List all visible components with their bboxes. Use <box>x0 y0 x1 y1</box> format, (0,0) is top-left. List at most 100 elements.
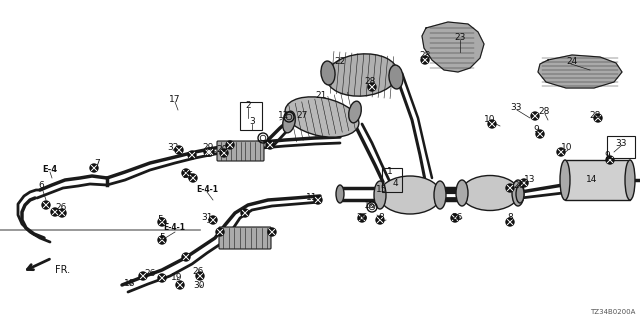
Text: 18: 18 <box>124 278 136 287</box>
Ellipse shape <box>336 185 344 203</box>
Text: 33: 33 <box>510 103 522 113</box>
Text: 26: 26 <box>513 180 525 189</box>
Text: 10: 10 <box>561 143 573 153</box>
Text: 8: 8 <box>378 213 384 222</box>
Circle shape <box>51 208 59 216</box>
Text: 26: 26 <box>192 268 204 276</box>
Circle shape <box>314 196 322 204</box>
Circle shape <box>531 112 539 120</box>
Circle shape <box>90 164 98 172</box>
Circle shape <box>209 216 217 224</box>
Text: 17: 17 <box>169 95 180 105</box>
Circle shape <box>139 272 147 280</box>
Circle shape <box>42 201 50 209</box>
Text: 5: 5 <box>159 234 165 243</box>
Text: 12: 12 <box>278 110 290 119</box>
Ellipse shape <box>374 181 386 209</box>
Text: 24: 24 <box>566 58 578 67</box>
Circle shape <box>188 151 196 159</box>
Text: 25: 25 <box>182 171 194 180</box>
Circle shape <box>268 228 276 236</box>
Text: 29: 29 <box>202 143 214 153</box>
Ellipse shape <box>625 160 635 200</box>
FancyBboxPatch shape <box>217 141 264 161</box>
Circle shape <box>368 83 376 91</box>
Circle shape <box>158 236 166 244</box>
Circle shape <box>506 218 514 226</box>
Circle shape <box>488 120 496 128</box>
Circle shape <box>358 214 366 222</box>
FancyBboxPatch shape <box>219 227 271 249</box>
Text: FR.: FR. <box>56 265 70 275</box>
Text: 2: 2 <box>245 101 251 110</box>
Circle shape <box>206 148 214 156</box>
Text: 19: 19 <box>172 273 183 282</box>
Text: 15: 15 <box>376 186 388 195</box>
Ellipse shape <box>321 61 335 85</box>
Text: 26: 26 <box>451 213 463 222</box>
Text: 33: 33 <box>615 139 627 148</box>
Text: 28: 28 <box>419 51 431 60</box>
Circle shape <box>421 56 429 64</box>
Circle shape <box>266 141 274 149</box>
Ellipse shape <box>560 160 570 200</box>
Text: TZ34B0200A: TZ34B0200A <box>589 309 635 315</box>
Ellipse shape <box>434 181 446 209</box>
Bar <box>240 102 262 130</box>
Text: 30: 30 <box>193 281 205 290</box>
Ellipse shape <box>516 185 524 203</box>
Circle shape <box>182 169 190 177</box>
Circle shape <box>175 146 183 154</box>
Text: 21: 21 <box>316 91 326 100</box>
Text: 22: 22 <box>334 58 346 67</box>
Circle shape <box>196 272 204 280</box>
Circle shape <box>204 148 212 156</box>
Text: 11: 11 <box>307 194 317 203</box>
Text: 5: 5 <box>157 215 163 225</box>
Bar <box>607 136 635 158</box>
Circle shape <box>189 174 197 182</box>
Circle shape <box>158 274 166 282</box>
Ellipse shape <box>326 54 398 96</box>
Text: 20: 20 <box>216 146 228 155</box>
Circle shape <box>241 209 249 217</box>
Ellipse shape <box>512 180 524 206</box>
Circle shape <box>176 281 184 289</box>
Text: 28: 28 <box>364 77 376 86</box>
Text: 28: 28 <box>589 110 601 119</box>
Circle shape <box>520 179 528 187</box>
Circle shape <box>506 184 514 192</box>
Ellipse shape <box>389 65 403 89</box>
Text: 26: 26 <box>144 268 156 277</box>
Text: 6: 6 <box>38 180 44 189</box>
Ellipse shape <box>349 101 362 123</box>
Ellipse shape <box>456 180 468 206</box>
Text: 10: 10 <box>484 116 496 124</box>
Ellipse shape <box>285 97 359 137</box>
Ellipse shape <box>283 111 295 133</box>
Ellipse shape <box>461 175 519 211</box>
Text: 9: 9 <box>604 150 610 159</box>
Text: 9: 9 <box>533 125 539 134</box>
Text: 8: 8 <box>507 213 513 222</box>
Text: 26: 26 <box>356 213 368 222</box>
Text: 1: 1 <box>387 167 393 177</box>
Text: 26: 26 <box>55 204 67 212</box>
Text: E-4-1: E-4-1 <box>163 223 185 233</box>
Text: E-4-1: E-4-1 <box>196 186 218 195</box>
Text: 3: 3 <box>249 116 255 125</box>
Bar <box>382 168 402 192</box>
Circle shape <box>226 141 234 149</box>
Circle shape <box>594 114 602 122</box>
Text: E-4: E-4 <box>42 165 58 174</box>
Polygon shape <box>538 55 622 88</box>
Circle shape <box>606 156 614 164</box>
Text: 7: 7 <box>94 158 100 167</box>
Circle shape <box>58 209 66 217</box>
Circle shape <box>557 148 565 156</box>
Text: 16: 16 <box>364 201 376 210</box>
Text: 28: 28 <box>538 108 550 116</box>
Circle shape <box>376 216 384 224</box>
Circle shape <box>220 149 228 157</box>
Circle shape <box>182 253 190 261</box>
